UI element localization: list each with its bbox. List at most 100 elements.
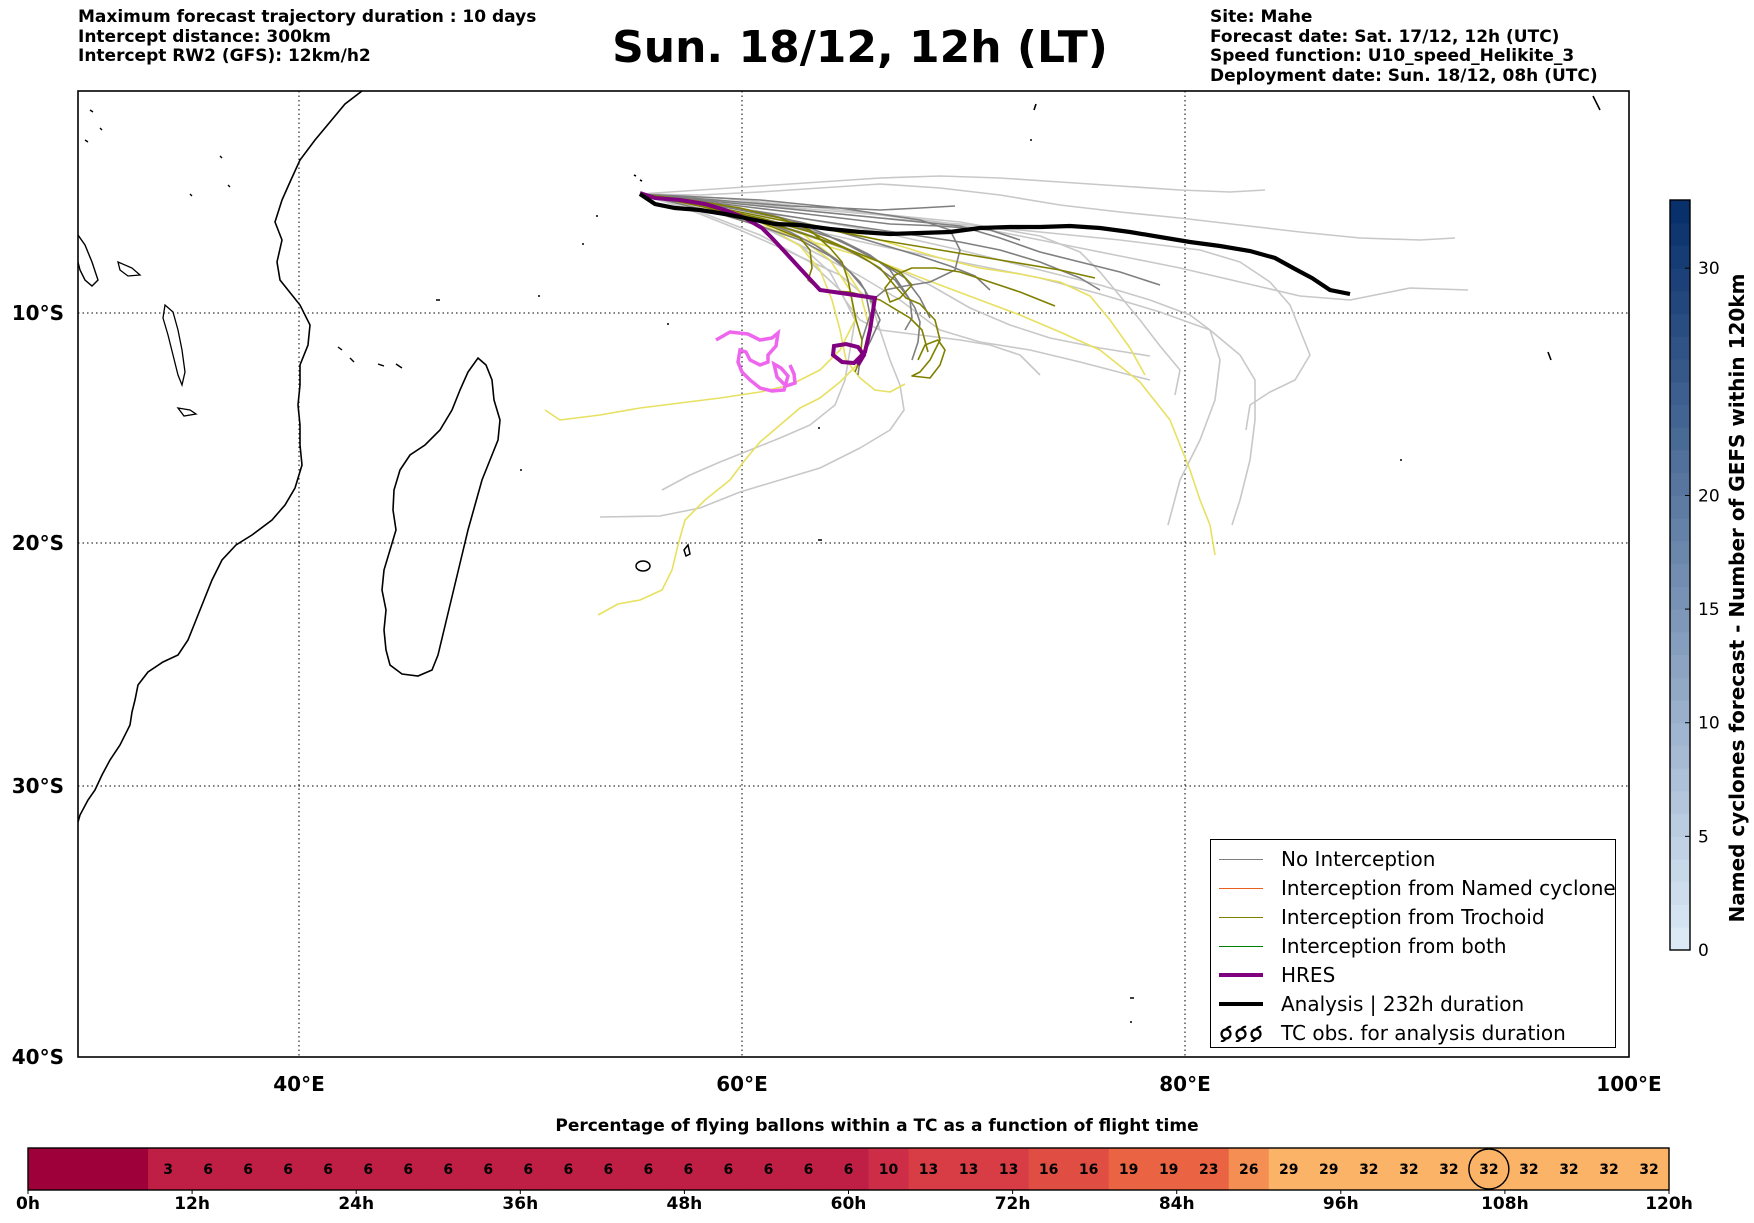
strip-cell-value: 13 [959,1162,978,1178]
lon-tick-40e: 40°E [273,1072,325,1096]
strip-cell-value: 16 [1079,1162,1098,1178]
colorbar-segment [1670,290,1690,315]
strip-cell [868,1148,910,1190]
lat-tick-20s: 20°S [12,531,64,555]
strip-cell [1348,1148,1390,1190]
strip-cell [988,1148,1030,1190]
legend-swatch [1219,858,1263,860]
intercept-rw2-text: Intercept RW2 (GFS): 12km/h2 [78,46,371,66]
hres-light-trajectory [715,328,797,393]
legend-label: HRES [1281,963,1336,987]
map-border [77,90,1630,1058]
strip-hour-label: 48h [667,1194,703,1214]
strip-cell [1068,1148,1110,1190]
strip-hour-label: 84h [1159,1194,1195,1214]
strip-cell [668,1148,710,1190]
colorbar-segment [1670,586,1690,610]
legend-label: Interception from both [1281,934,1507,958]
strip-cell-value: 13 [919,1162,938,1178]
legend-label: TC obs. for analysis duration [1281,1021,1566,1045]
colorbar-segment [1670,427,1690,451]
strip-cell [1628,1148,1670,1190]
strip-cell-value: 6 [363,1162,373,1178]
colorbar-segment [1670,745,1690,769]
strip-cell [788,1148,830,1190]
hres-trajectory [639,191,878,367]
legend-swatch [1219,916,1263,918]
strip-cell [908,1148,950,1190]
strip-hour-label: 36h [502,1194,538,1214]
colorbar-segment [1670,495,1690,519]
lon-tick-100e: 100°E [1596,1072,1661,1096]
strip-cell [148,1148,189,1190]
percentage-strip: 3 6 6 6 6 6 6 6 6 6 6 6 6 6 6 6 6 6 10 13 13 13 16 16 19 19 23 26 29… [16,1147,1693,1214]
strip-cell [1228,1148,1270,1190]
strip-cell-value: 32 [1439,1162,1458,1178]
ensemble-trajectory [639,193,1256,526]
strip-cell-value: 19 [1119,1162,1138,1178]
colorbar-segment [1670,222,1690,246]
colorbar-segment [1670,631,1690,656]
strip-cell [268,1148,309,1190]
strip-cell [1548,1148,1590,1190]
strip-cell [68,1148,109,1190]
strip-cell [348,1148,389,1190]
ensemble-trajectory [597,193,871,616]
colorbar-tick-label: 0 [1698,941,1709,961]
colorbar-segment [1670,200,1690,224]
colorbar-tick-label: 15 [1698,600,1720,620]
legend-item-named-cyclone: Interception from Named cyclone [1219,874,1616,902]
small-islands [436,95,1601,1023]
strip-cell-value: 6 [483,1162,493,1178]
strip-cell-value: 6 [203,1162,213,1178]
colorbar-segment [1670,359,1690,383]
mascarene-mauritius [683,543,691,558]
strip-cell [308,1148,349,1190]
forecast-date-text: Forecast date: Sat. 17/12, 12h (UTC) [1210,26,1560,47]
legend-item-hres: HRES [1219,961,1335,989]
colorbar: 0 5 10 15 20 30 [1669,199,1720,961]
strip-cell [468,1148,509,1190]
strip-cell [1268,1148,1310,1190]
colorbar-label: Named cyclones forecast - Number of GEFS… [1725,274,1749,923]
ensemble-trajectory [639,193,1161,286]
colorbar-segment [1670,700,1690,724]
strip-cell-value: 32 [1519,1162,1538,1178]
strip-cell [428,1148,469,1190]
colorbar-segment [1670,859,1690,883]
strip-cell-value: 6 [563,1162,573,1178]
colorbar-segment [1670,450,1690,474]
africa-coastline [78,91,363,823]
colorbar-segment [1670,609,1690,633]
lake-tanganyika [117,260,142,277]
strip-hour-label: 24h [338,1194,374,1214]
lat-tick-10s: 10°S [12,301,64,325]
colorbar-segment [1670,790,1690,815]
ensemble-trajectory [639,193,961,303]
colorbar-tick-label: 30 [1698,259,1720,279]
strip-cell [1108,1148,1150,1190]
strip-cell [1148,1148,1190,1190]
strip-hour-label: 96h [1323,1194,1359,1214]
colorbar-segment [1670,245,1690,269]
page-title: Sun. 18/12, 12h (LT) [612,22,1108,73]
header-right-info: Site: Mahe Forecast date: Sat. 17/12, 12… [1210,7,1598,86]
lat-tick-30s: 30°S [12,774,64,798]
colorbar-segment [1670,813,1690,837]
strip-cell [188,1148,229,1190]
lon-tick-80e: 80°E [1159,1072,1211,1096]
strip-cell [1428,1148,1470,1190]
strip-cell-value: 29 [1279,1162,1298,1178]
comoros-islands [337,346,403,369]
strip-cell-value: 32 [1479,1162,1498,1178]
strip-cell-value: 6 [243,1162,253,1178]
strip-cell-value: 6 [603,1162,613,1178]
strip-cell-value: 32 [1359,1162,1378,1178]
strip-hour-label: 108h [1481,1194,1529,1214]
colorbar-segment [1670,404,1690,428]
strip-cell-value: 6 [323,1162,333,1178]
madagascar [381,356,501,677]
strip-cell-value: 6 [804,1162,814,1178]
legend: No Interception Interception from Named … [1210,839,1616,1048]
strip-cell [628,1148,669,1190]
